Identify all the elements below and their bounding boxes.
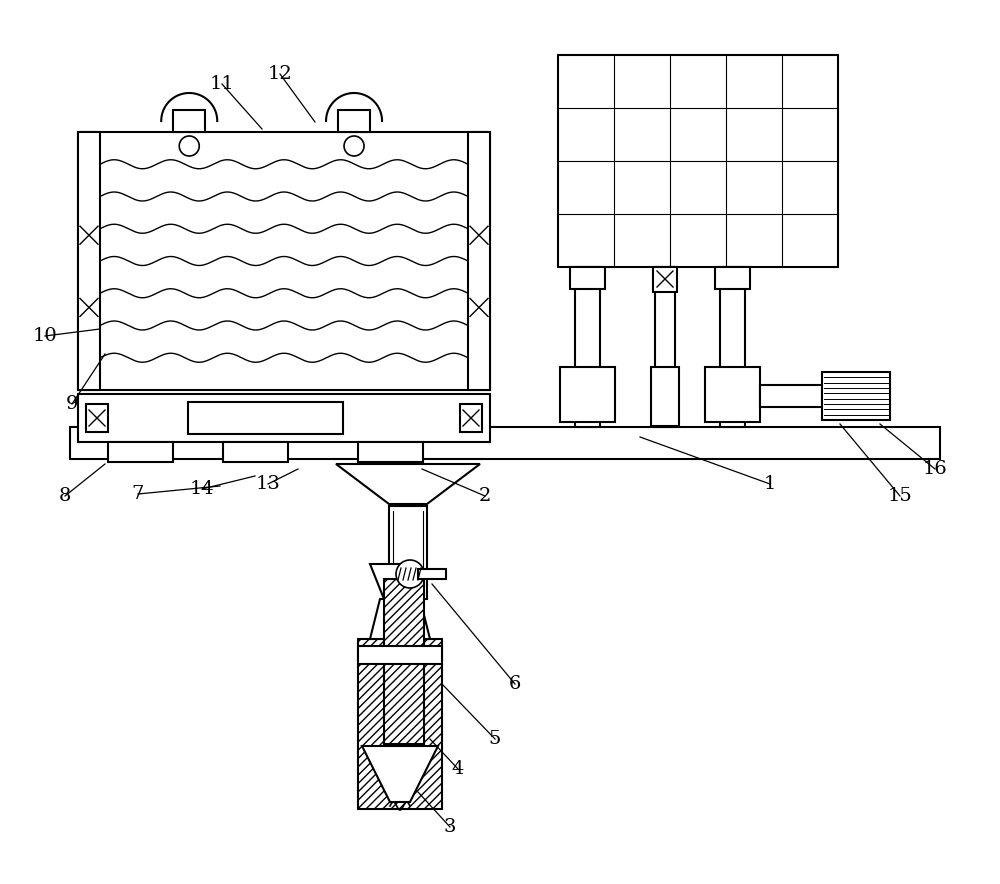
Bar xyxy=(822,372,890,420)
Bar xyxy=(384,579,424,744)
Text: 16: 16 xyxy=(923,460,947,478)
Text: 12: 12 xyxy=(268,65,292,83)
Bar xyxy=(418,569,446,579)
Bar xyxy=(188,402,343,434)
Text: 3: 3 xyxy=(444,818,456,836)
Bar xyxy=(78,132,100,390)
Text: 5: 5 xyxy=(489,730,501,748)
Text: 7: 7 xyxy=(132,485,144,503)
Bar xyxy=(575,267,600,427)
Bar xyxy=(570,267,605,289)
Text: 15: 15 xyxy=(888,487,912,505)
Text: 9: 9 xyxy=(66,395,78,413)
Polygon shape xyxy=(370,564,408,604)
Bar xyxy=(651,367,679,426)
Bar xyxy=(78,132,490,390)
Polygon shape xyxy=(336,464,480,504)
Bar xyxy=(653,267,677,292)
Text: 4: 4 xyxy=(452,760,464,778)
Text: 6: 6 xyxy=(509,675,521,693)
Bar xyxy=(468,132,490,390)
Bar xyxy=(760,385,822,407)
Bar xyxy=(655,267,675,427)
Bar xyxy=(720,267,745,427)
Bar xyxy=(389,506,427,599)
Polygon shape xyxy=(370,599,430,639)
Bar xyxy=(460,404,482,432)
Bar xyxy=(70,427,940,459)
Circle shape xyxy=(396,560,424,588)
Text: 8: 8 xyxy=(59,487,71,505)
Text: 1: 1 xyxy=(764,475,776,493)
Bar xyxy=(108,442,173,462)
Bar xyxy=(338,110,370,132)
Bar xyxy=(78,394,490,442)
Bar xyxy=(223,442,288,462)
Text: 14: 14 xyxy=(190,480,214,498)
Bar xyxy=(173,110,205,132)
Text: 13: 13 xyxy=(256,475,280,493)
Bar xyxy=(705,367,760,422)
Text: 10: 10 xyxy=(33,327,57,345)
Text: 11: 11 xyxy=(210,75,234,93)
Bar xyxy=(560,367,615,422)
Bar xyxy=(715,267,750,289)
Text: 2: 2 xyxy=(479,487,491,505)
Polygon shape xyxy=(362,746,438,802)
Bar xyxy=(358,646,442,664)
Bar xyxy=(358,639,442,809)
Bar xyxy=(358,442,423,462)
Bar xyxy=(86,404,108,432)
Bar xyxy=(558,55,838,267)
